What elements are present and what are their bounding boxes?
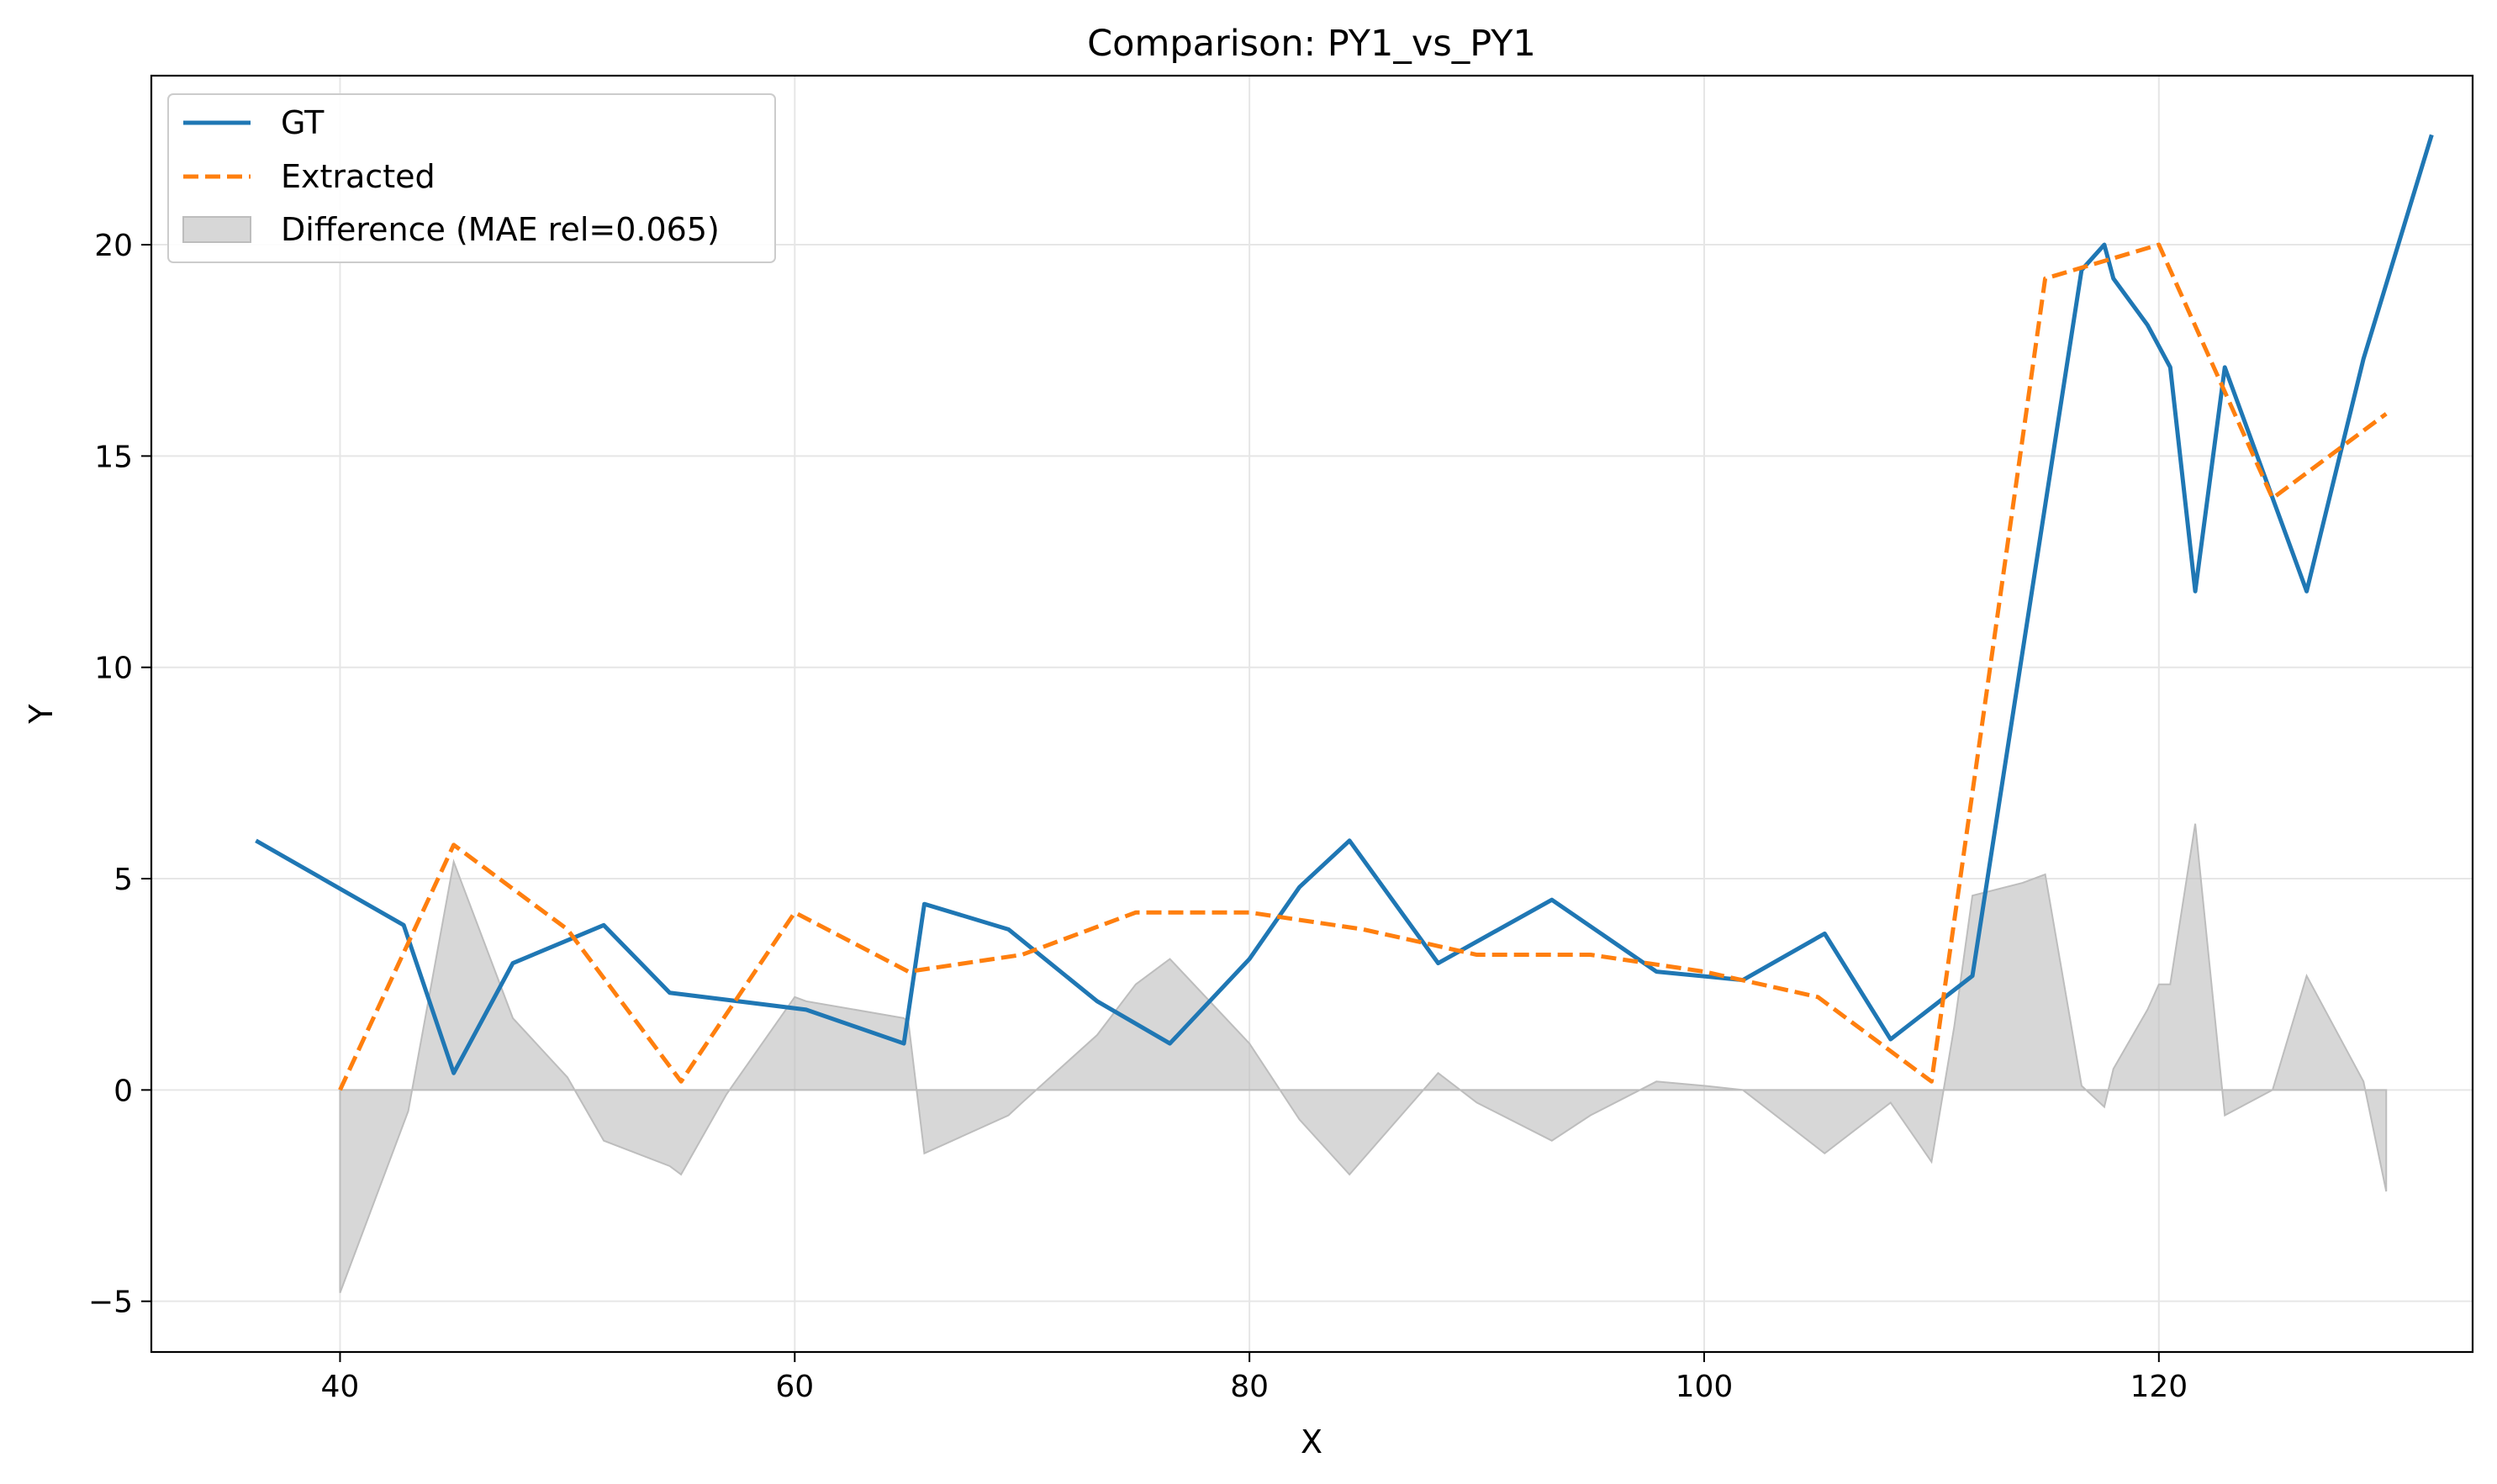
series-line-gt xyxy=(255,134,2434,1075)
difference-area xyxy=(339,823,2388,1293)
legend-label-extracted: Extracted xyxy=(281,158,436,195)
x-tick-label: 100 xyxy=(1676,1370,1734,1404)
x-axis-label: X xyxy=(1301,1423,1322,1460)
y-tick-label: −5 xyxy=(88,1286,133,1320)
legend-label-gt: GT xyxy=(281,104,325,141)
legend: GT Extracted Difference (MAE rel=0.065) xyxy=(167,93,776,263)
legend-box xyxy=(167,93,776,263)
axis-ticks: 40 60 80 100 120 −5 0 5 10 15 20 xyxy=(88,229,2188,1404)
difference-area-fill xyxy=(339,823,2388,1293)
y-tick-label: 15 xyxy=(94,440,133,474)
x-tick-label: 40 xyxy=(321,1370,360,1404)
series-line-extracted xyxy=(338,242,2388,1091)
y-tick-label: 20 xyxy=(94,229,133,263)
legend-label-difference: Difference (MAE rel=0.065) xyxy=(281,211,720,248)
x-tick-label: 60 xyxy=(775,1370,814,1404)
plot-frame xyxy=(150,74,2474,1354)
y-tick-label: 10 xyxy=(94,652,133,686)
y-tick-label: 5 xyxy=(114,863,133,897)
y-axis-label: Y xyxy=(23,704,60,725)
x-tick-label: 120 xyxy=(2130,1370,2188,1404)
x-tick-label: 80 xyxy=(1230,1370,1269,1404)
legend-swatch-difference xyxy=(182,216,251,243)
series-lines xyxy=(255,134,2434,1091)
y-tick-label: 0 xyxy=(114,1074,133,1108)
chart-title: Comparison: PY1_vs_PY1 xyxy=(1087,23,1536,65)
